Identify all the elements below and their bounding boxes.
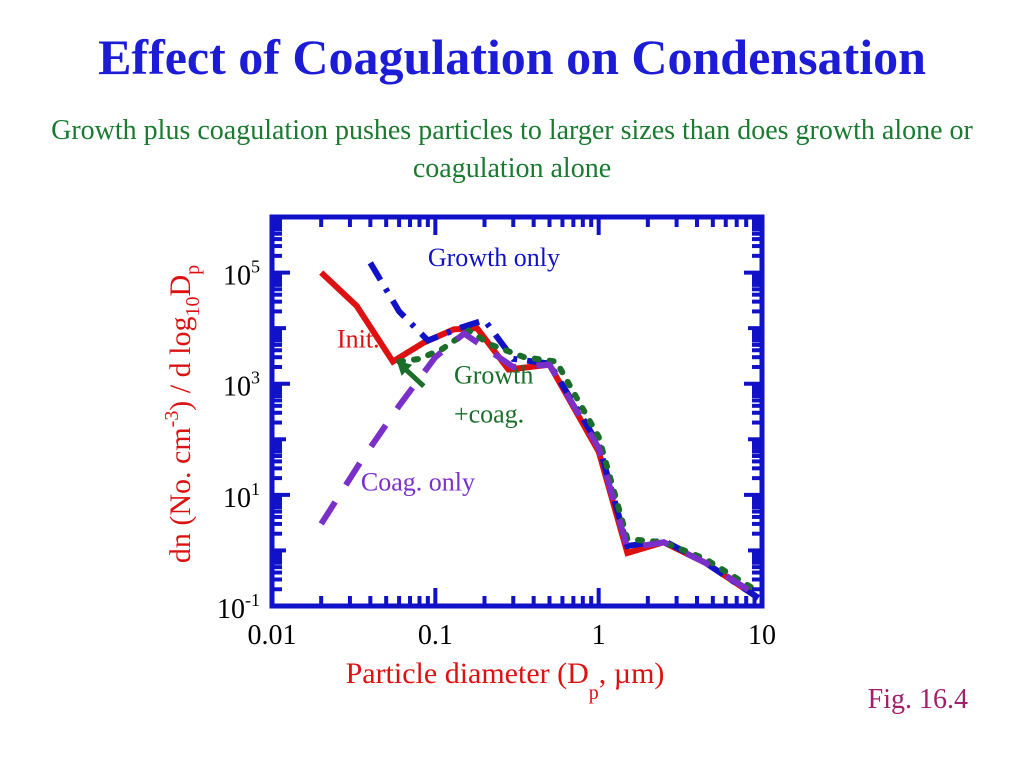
annotation-coag-only: Coag. only (361, 467, 475, 496)
y-tick-label: 105 (223, 257, 260, 292)
annotation-growth: Growth (454, 361, 533, 390)
plot-ticks (270, 217, 762, 608)
arrow-head-growth-coag (396, 360, 413, 376)
plot-lines (318, 261, 762, 601)
y-axis-label: dn (No. cm-3) / d log10Dp (161, 265, 204, 563)
x-tick-label: 10 (748, 620, 776, 651)
annotation-coag: +coag. (454, 400, 524, 429)
plot-labels: 0.01 0.1 1 10 10-1 101 103 105 Particle diameter… (161, 243, 776, 704)
y-tick-label: 10-1 (217, 590, 260, 625)
series-line-coag-only (318, 329, 760, 599)
x-axis-label: Particle diameter (Dp, µm) (346, 657, 665, 704)
y-tick-label: 101 (223, 479, 260, 514)
x-tick-label: 0.1 (418, 620, 453, 651)
y-tick-label: 103 (223, 368, 260, 403)
x-tick-label: 1 (592, 620, 606, 651)
figure-label: Fig. 16.4 (867, 684, 968, 715)
series-line-init (319, 270, 761, 601)
page-title: Effect of Coagulation on Condensation (98, 29, 926, 85)
annotation-growth-only: Growth only (428, 243, 560, 272)
page-subtitle: Growth plus coagulation pushes particles… (51, 115, 973, 184)
series-line-growth-coag (396, 327, 762, 595)
series-line-growth-only (367, 261, 761, 601)
x-tick-label: 0.01 (248, 620, 297, 651)
annotation-init: Init. (337, 324, 380, 353)
